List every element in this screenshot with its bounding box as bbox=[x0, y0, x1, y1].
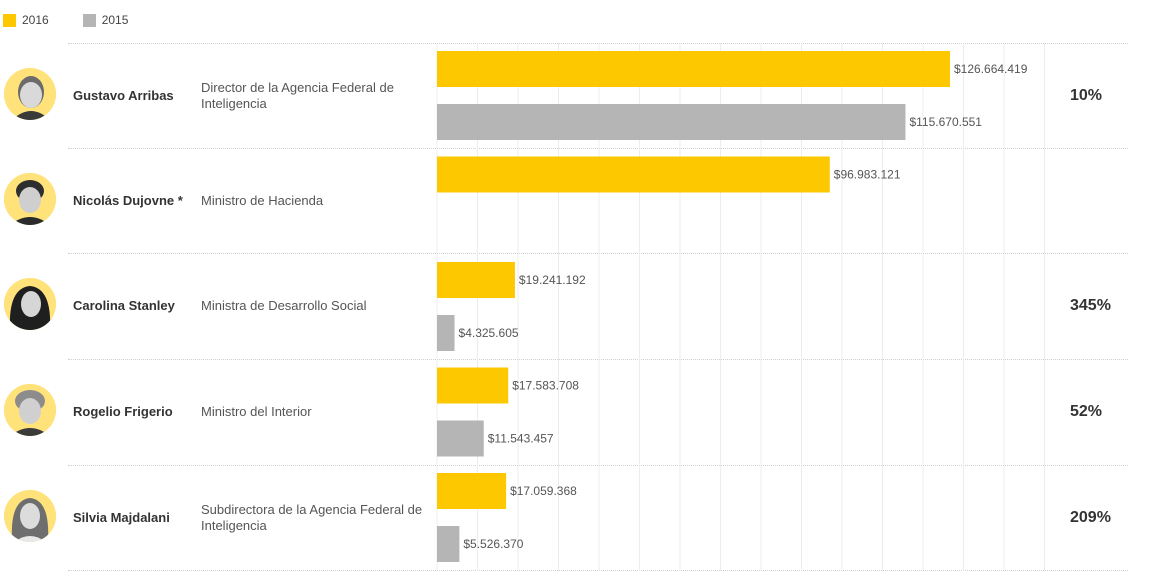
person-portrait-icon bbox=[4, 384, 56, 436]
person-name: Gustavo Arribas bbox=[73, 88, 174, 103]
bar-2015 bbox=[437, 420, 484, 457]
row-divider bbox=[68, 43, 1128, 44]
legend-swatch-2015 bbox=[82, 13, 96, 27]
person-role: Ministro del Interior bbox=[201, 403, 312, 419]
bar-2016 bbox=[437, 51, 950, 87]
bar-value-label: $19.241.192 bbox=[519, 273, 586, 287]
bar-2016 bbox=[437, 262, 515, 298]
bar-2016 bbox=[437, 473, 507, 509]
bar-value-label: $17.059.368 bbox=[510, 484, 577, 498]
legend: 2016 2015 bbox=[3, 11, 162, 29]
percent-change: 10% bbox=[1070, 86, 1103, 104]
percent-change: 209% bbox=[1070, 508, 1111, 526]
salary-bar-chart: $126.664.419 $115.670.551 $96.983.121 $19.2… bbox=[436, 43, 1046, 571]
row-divider bbox=[68, 253, 1128, 254]
bar-value-label: $17.583.708 bbox=[512, 379, 579, 393]
bar-2015 bbox=[437, 104, 906, 140]
legend-item-2015: 2015 bbox=[82, 13, 129, 27]
row-divider bbox=[68, 359, 1128, 360]
bar-2015 bbox=[437, 526, 460, 562]
person-name: Rogelio Frigerio bbox=[73, 404, 173, 419]
table-row: Nicolás Dujovne * Ministro de Hacienda bbox=[0, 148, 1156, 253]
avatar bbox=[4, 173, 56, 225]
table-row: Silvia Majdalani Subdirectora de la Agen… bbox=[0, 465, 1156, 570]
table-row: Rogelio Frigerio Ministro del Interior 5… bbox=[0, 359, 1156, 464]
person-role: Subdirectora de la Agencia Federal de In… bbox=[201, 501, 423, 533]
person-name: Nicolás Dujovne * bbox=[73, 193, 183, 208]
bar-value-label: $5.526.370 bbox=[463, 537, 523, 551]
avatar bbox=[4, 278, 56, 330]
avatar bbox=[4, 68, 56, 120]
person-role: Director de la Agencia Federal de Inteli… bbox=[201, 79, 394, 111]
person-role: Ministra de Desarrollo Social bbox=[201, 297, 367, 313]
legend-item-2016: 2016 bbox=[3, 13, 49, 27]
bar-2016 bbox=[437, 156, 830, 193]
table-row: Carolina Stanley Ministra de Desarrollo … bbox=[0, 253, 1156, 358]
bar-value-label: $11.543.457 bbox=[488, 432, 554, 446]
percent-change: 52% bbox=[1070, 402, 1103, 420]
bar-2016 bbox=[437, 367, 509, 404]
legend-label-2015: 2015 bbox=[101, 13, 129, 27]
table-row: Gustavo Arribas Director de la Agencia F… bbox=[0, 43, 1156, 148]
avatar bbox=[4, 490, 56, 542]
avatar bbox=[4, 384, 56, 436]
bar-value-label: $4.325.605 bbox=[459, 326, 519, 340]
row-divider bbox=[68, 465, 1128, 466]
person-name: Carolina Stanley bbox=[73, 298, 175, 313]
person-portrait-icon bbox=[4, 490, 56, 542]
person-portrait-icon bbox=[4, 68, 56, 120]
bar-value-label: $96.983.121 bbox=[834, 168, 901, 182]
person-portrait-icon bbox=[4, 173, 56, 225]
person-role: Ministro de Hacienda bbox=[201, 192, 324, 208]
bar-value-label: $115.670.551 bbox=[909, 115, 982, 129]
bar-value-label: $126.664.419 bbox=[954, 62, 1028, 76]
percent-change: 345% bbox=[1070, 296, 1111, 314]
legend-label-2016: 2016 bbox=[22, 13, 49, 27]
bar-2015 bbox=[437, 315, 455, 351]
row-divider bbox=[68, 570, 1128, 571]
row-divider bbox=[68, 148, 1128, 149]
person-portrait-icon bbox=[4, 278, 56, 330]
person-name: Silvia Majdalani bbox=[73, 510, 170, 525]
legend-swatch-2016 bbox=[3, 13, 16, 27]
